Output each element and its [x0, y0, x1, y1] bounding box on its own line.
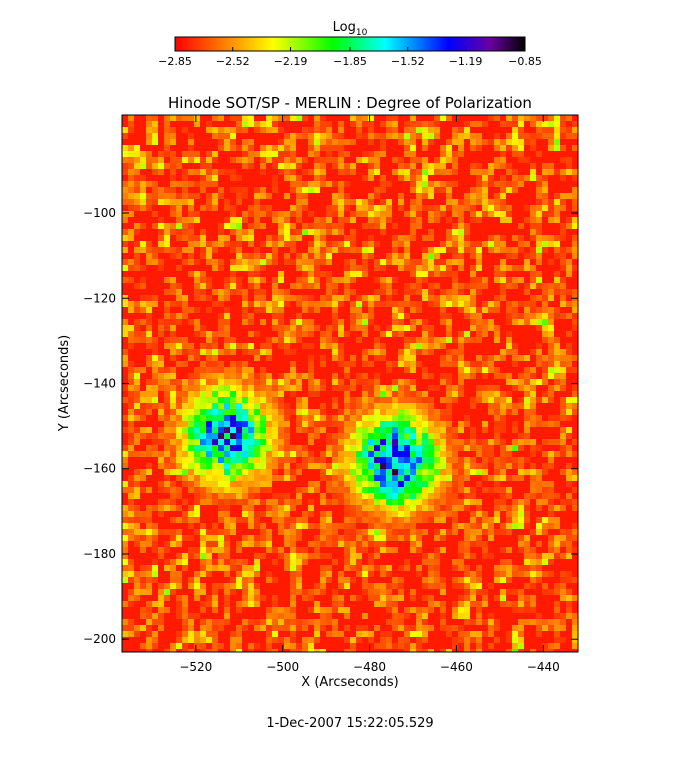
colorbar-title: Log10 [333, 20, 368, 38]
colorbar-ticks: −2.85 −2.52 −2.19 −1.85 −1.52 −1.19 −0.85 [158, 47, 542, 68]
x-tick-label: −500 [266, 660, 299, 674]
timestamp: 1-Dec-2007 15:22:05.529 [266, 716, 433, 731]
x-tick-label: −460 [440, 660, 473, 674]
y-tick-label: −140 [83, 377, 116, 391]
polarization-map [122, 115, 578, 652]
x-tick-label: −480 [353, 660, 386, 674]
x-tick-label: −440 [527, 660, 560, 674]
y-tick-label: −120 [83, 291, 116, 305]
y-axis-ticks: −100 −120 −140 −160 −180 −200 [83, 206, 578, 646]
colorbar-tick-label: −1.52 [391, 55, 425, 68]
y-tick-label: −200 [83, 632, 116, 646]
x-axis-ticks: −520 −500 −480 −460 −440 [179, 115, 560, 674]
colorbar-tick-label: −2.85 [158, 55, 192, 68]
x-axis-label: X (Arcseconds) [301, 675, 398, 690]
colorbar-tick-label: −1.19 [449, 55, 483, 68]
colorbar-tick-label: −2.19 [274, 55, 308, 68]
colorbar-tick-label: −1.85 [333, 55, 367, 68]
y-tick-label: −160 [83, 462, 116, 476]
x-tick-label: −520 [179, 660, 212, 674]
y-tick-label: −180 [83, 547, 116, 561]
chart-title: Hinode SOT/SP - MERLIN : Degree of Polar… [168, 94, 532, 112]
y-axis-label: Y (Arcseconds) [57, 335, 72, 432]
colorbar-tick-label: −0.85 [508, 55, 542, 68]
y-tick-label: −100 [83, 206, 116, 220]
colorbar-tick-label: −2.52 [216, 55, 250, 68]
